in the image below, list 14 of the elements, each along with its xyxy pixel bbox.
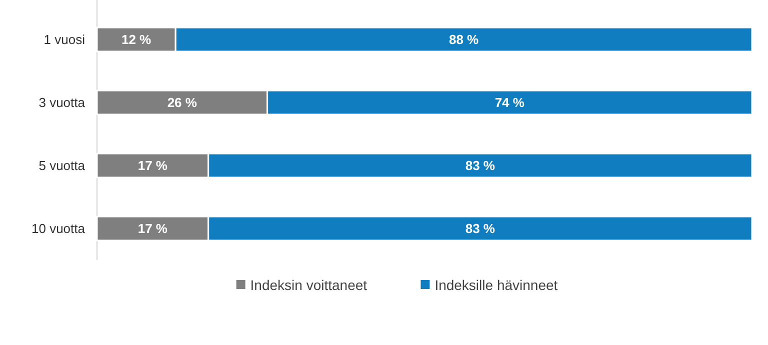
y-tick-label: 5 vuotta	[38, 158, 86, 174]
data-label: 17 %	[138, 158, 168, 174]
data-label: 17 %	[138, 221, 168, 236]
data-label: 83 %	[465, 221, 496, 236]
data-label: 74 %	[494, 95, 525, 110]
data-label: 88 %	[448, 32, 480, 48]
y-tick-label: 1 vuosi	[44, 32, 86, 48]
data-label: 12 %	[121, 32, 152, 48]
data-label: 26 %	[167, 95, 198, 110]
y-tick-label: 10 vuotta	[32, 221, 86, 236]
legend-label: Indeksin voittaneet	[250, 276, 368, 293]
y-tick-label: 3 vuotta	[38, 95, 86, 110]
legend-label: Indeksille hävinneet	[434, 276, 558, 293]
data-label: 83 %	[465, 158, 496, 174]
